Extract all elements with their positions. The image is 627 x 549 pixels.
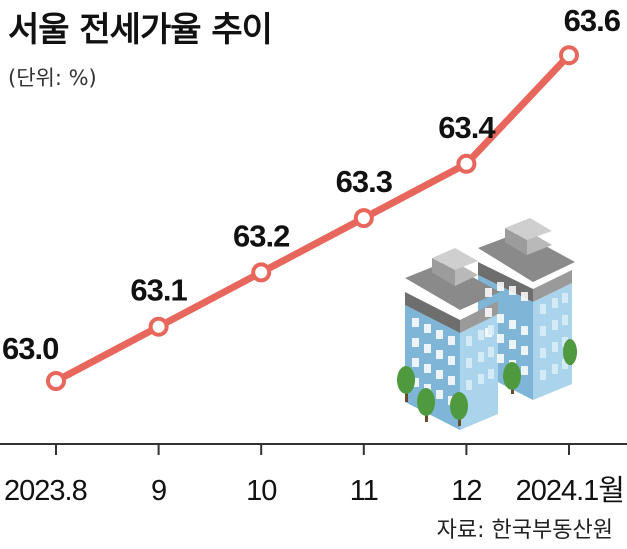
x-tick-label: 9	[151, 475, 166, 507]
data-point	[46, 371, 66, 391]
data-point	[148, 316, 169, 337]
source-note: 자료: 한국부동산원	[436, 518, 613, 543]
x-axis-tick-labels: 2023.8 9 10 11 12 2024.1월	[4, 474, 625, 507]
x-tick-label: 10	[246, 475, 276, 507]
x-axis-ticks	[55, 444, 570, 455]
series-line	[52, 51, 573, 385]
unit-label: (단위: %)	[8, 66, 97, 90]
data-label: 63.3	[336, 164, 393, 199]
data-label: 63.1	[130, 273, 187, 308]
x-tick-label: 2023.8	[4, 475, 87, 507]
apartment-buildings-illustration	[397, 218, 577, 430]
data-point	[251, 262, 272, 283]
data-labels: 63.0 63.1 63.2 63.3 63.4 63.6	[2, 3, 622, 366]
x-tick-label: 2024.1월	[516, 474, 624, 507]
trees	[397, 339, 577, 426]
data-label: 63.6	[564, 3, 621, 38]
x-tick-label: 12	[451, 475, 481, 507]
data-label: 63.4	[438, 110, 496, 145]
data-point	[353, 208, 374, 229]
data-point	[456, 153, 477, 174]
building-front	[405, 248, 568, 430]
chart-title: 서울 전세가율 추이	[8, 10, 273, 50]
data-points	[46, 45, 579, 391]
data-label: 63.2	[233, 218, 289, 253]
x-tick-label: 11	[350, 475, 378, 507]
data-point	[559, 45, 579, 66]
data-label: 63.0	[2, 331, 58, 366]
